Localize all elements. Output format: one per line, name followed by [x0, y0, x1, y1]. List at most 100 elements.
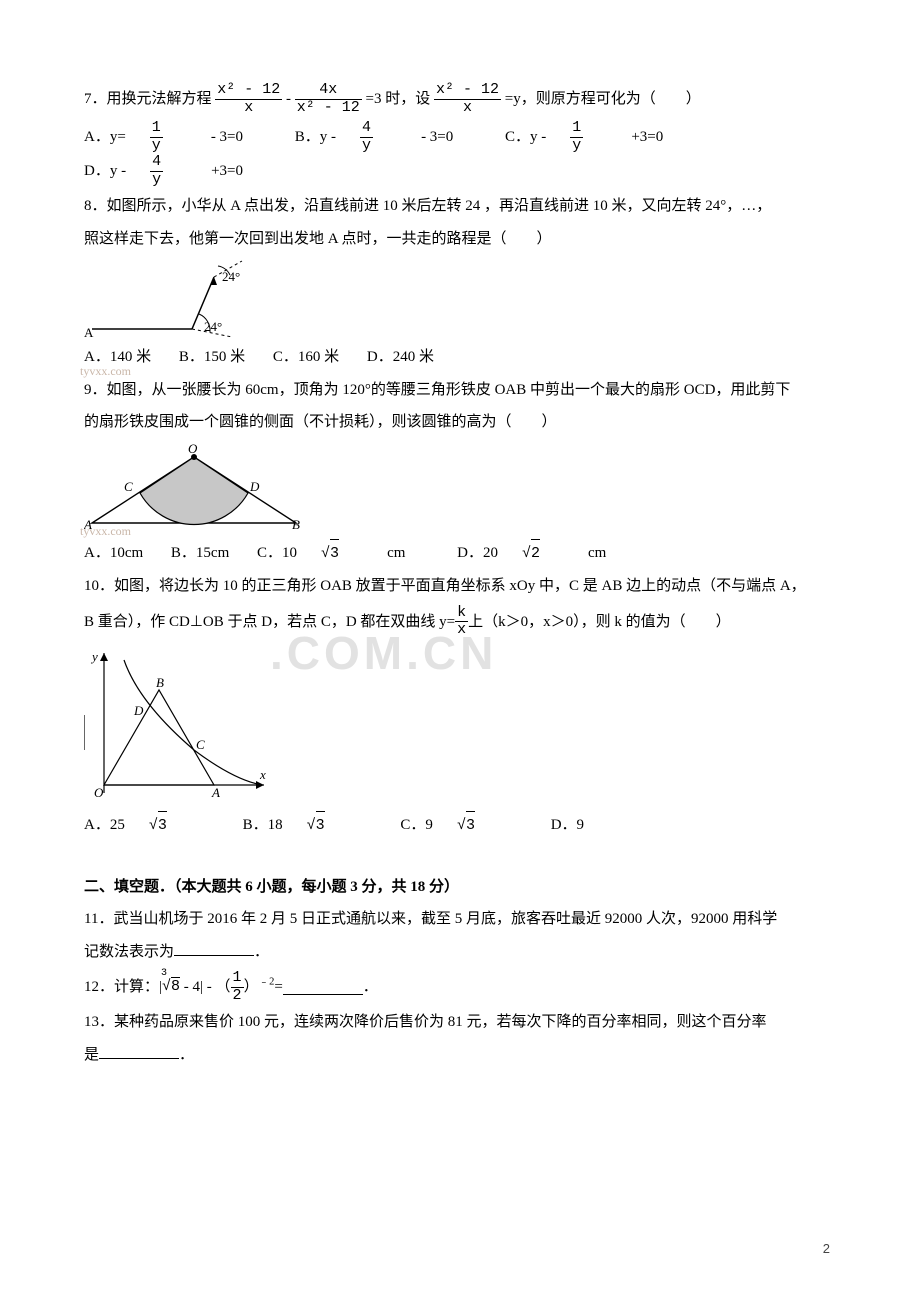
svg-text:O: O: [188, 443, 198, 456]
q10-options: A．25√3 B．18√3 C．9√3 D．9: [84, 811, 836, 841]
q7-a-den: y: [150, 138, 163, 155]
q7-d-num: 4: [150, 154, 163, 172]
q7-options: A．y=1y - 3=0 B．y - 4y - 3=0 C．y - 1y+3=0…: [84, 120, 836, 188]
q9-opt-b: B．15cm: [171, 539, 229, 568]
svg-text:C: C: [196, 737, 205, 752]
question-8-line1: 8．如图所示，小华从 A 点出发，沿直线前进 10 米后左转 24 ，再沿直线前…: [84, 192, 836, 221]
q9-diagram: O A B C D: [84, 443, 836, 533]
question-10-line1: 10．如图，将边长为 10 的正三角形 OAB 放置于平面直角坐标系 xOy 中…: [84, 572, 836, 601]
q7-frac1: x² - 12 x: [215, 82, 282, 116]
svg-text:D: D: [133, 703, 144, 718]
q10-kx-den: x: [455, 622, 468, 639]
svg-text:D: D: [249, 479, 260, 494]
q12-frac-num: 1: [231, 970, 244, 988]
q7-d-den: y: [150, 172, 163, 189]
q7-minus: -: [286, 91, 295, 107]
svg-text:A: A: [84, 517, 92, 532]
section-2-header: 二、填空题．（本大题共 6 小题，每小题 3 分，共 18 分）: [84, 873, 836, 902]
q7-stem-prefix: 7．用换元法解方程: [84, 91, 212, 107]
svg-text:B: B: [156, 675, 164, 690]
q7-frac1-den: x: [215, 100, 282, 117]
q7-opt-d: D．y - 4y +3=0: [84, 154, 267, 188]
q9-d-post: cm: [588, 539, 606, 568]
q12-blank[interactable]: [283, 979, 363, 995]
question-8-line2: 照这样走下去，他第一次回到出发地 A 点时，一共走的路程是（ ）: [84, 225, 836, 254]
q9-opt-d: D．20√2cm: [457, 539, 630, 569]
q7-opt-c-pre: C．y -: [505, 123, 546, 152]
q7-stem-suffix-b: =y，则原方程可化为（ ）: [505, 91, 701, 107]
q7-opt-a-post: - 3=0: [211, 123, 243, 152]
q9-c-post: cm: [387, 539, 405, 568]
q7-opt-d-pre: D．y -: [84, 157, 126, 186]
q10-a-pre: A．25: [84, 811, 125, 840]
svg-text:A: A: [211, 785, 220, 800]
q8-opt-d: D．240 米: [367, 343, 434, 372]
q7-opt-a-frac: 1y: [150, 120, 187, 154]
q7-opt-a-pre: A．y=: [84, 123, 126, 152]
q8-options: A．140 米 B．150 米 C．160 米 D．240 米: [84, 343, 836, 372]
q10-b-sqrt: 3: [316, 811, 325, 841]
q12-pre: 12．计算：|: [84, 979, 162, 995]
q9-c-sqrt: 3: [330, 539, 339, 569]
q10-opt-a: A．25√3: [84, 811, 215, 841]
q8-opt-a: A．140 米: [84, 343, 151, 372]
q10-opt-d: D．9: [551, 811, 584, 840]
svg-text:O: O: [94, 785, 104, 800]
svg-text:B: B: [292, 517, 300, 532]
q9-d-sqrt: 2: [531, 539, 540, 569]
q7-opt-b-frac: 4y: [360, 120, 397, 154]
q9-d-pre: D．20: [457, 539, 498, 568]
q7-frac1-num: x² - 12: [215, 82, 282, 100]
q9-c-pre: C．10: [257, 539, 297, 568]
q13-line2-post: ．: [179, 1047, 194, 1063]
page-number: 2: [823, 1237, 830, 1262]
q10-line2-pre: B 重合），作 CD⊥OB 于点 D，若点 C，D 都在双曲线 y=: [84, 613, 455, 629]
q9-options: A．10cm B．15cm C．10√3cm D．20√2cm: [84, 539, 836, 569]
question-7: 7．用换元法解方程 x² - 12 x - 4x x² - 12 =3 时，设 …: [84, 82, 836, 116]
q12-tail: ．: [363, 979, 378, 995]
q9-opt-a: A．10cm: [84, 539, 143, 568]
q7-opt-b: B．y - 4y - 3=0: [295, 120, 478, 154]
q13-line2-pre: 是: [84, 1047, 99, 1063]
q7-frac3: x² - 12 x: [434, 82, 501, 116]
q7-opt-c: C．y - 1y +3=0: [505, 120, 687, 154]
q10-opt-c: C．9√3: [400, 811, 523, 841]
q12-frac-den: 2: [231, 988, 244, 1005]
q10-line2-post: 上（k＞0，x＞0），则 k 的值为（ ）: [468, 613, 731, 629]
svg-text:24°: 24°: [222, 269, 240, 284]
q13-blank[interactable]: [99, 1043, 179, 1059]
question-10-line2: B 重合），作 CD⊥OB 于点 D，若点 C，D 都在双曲线 y=kx上（k＞…: [84, 605, 836, 639]
q7-opt-c-post: +3=0: [631, 123, 663, 152]
q10-b-pre: B．18: [243, 811, 283, 840]
svg-text:C: C: [124, 479, 133, 494]
q8-diagram: A 24° 24°: [84, 259, 836, 337]
q7-opt-c-frac: 1y: [570, 120, 607, 154]
q11-line2-pre: 记数法表示为: [84, 944, 174, 960]
q10-c-pre: C．9: [400, 811, 433, 840]
q7-frac2: 4x x² - 12: [295, 82, 362, 116]
q7-frac2-den: x² - 12: [295, 100, 362, 117]
q7-opt-a: A．y= 1y - 3=0: [84, 120, 267, 154]
q12-frac: 12: [231, 970, 244, 1004]
q7-opt-b-post: - 3=0: [421, 123, 453, 152]
question-13-line1: 13．某种药品原来售价 100 元，连续两次降价后售价为 81 元，若每次下降的…: [84, 1008, 836, 1037]
q10-a-sqrt: 3: [158, 811, 167, 841]
q10-c-sqrt: 3: [466, 811, 475, 841]
question-12: 12．计算：|3√8 - 4| - （12）﹣2=．: [84, 970, 836, 1004]
q7-opt-d-post: +3=0: [211, 157, 243, 186]
q7-frac3-num: x² - 12: [434, 82, 501, 100]
q11-blank[interactable]: [174, 940, 254, 956]
q12-exp: ﹣2: [259, 976, 275, 987]
q10-opt-b: B．18√3: [243, 811, 373, 841]
svg-text:y: y: [90, 649, 98, 664]
q12-mid: - 4| - （: [180, 979, 231, 995]
q7-b-num: 4: [360, 120, 373, 138]
question-13-line2: 是．: [84, 1041, 836, 1070]
q10-diagram: O A B C D x y: [84, 645, 836, 805]
q7-c-num: 1: [570, 120, 583, 138]
q9-opt-c: C．10√3cm: [257, 539, 429, 569]
q7-b-den: y: [360, 138, 373, 155]
svg-text:x: x: [259, 767, 266, 782]
q7-opt-b-pre: B．y -: [295, 123, 336, 152]
q8-opt-c: C．160 米: [273, 343, 339, 372]
